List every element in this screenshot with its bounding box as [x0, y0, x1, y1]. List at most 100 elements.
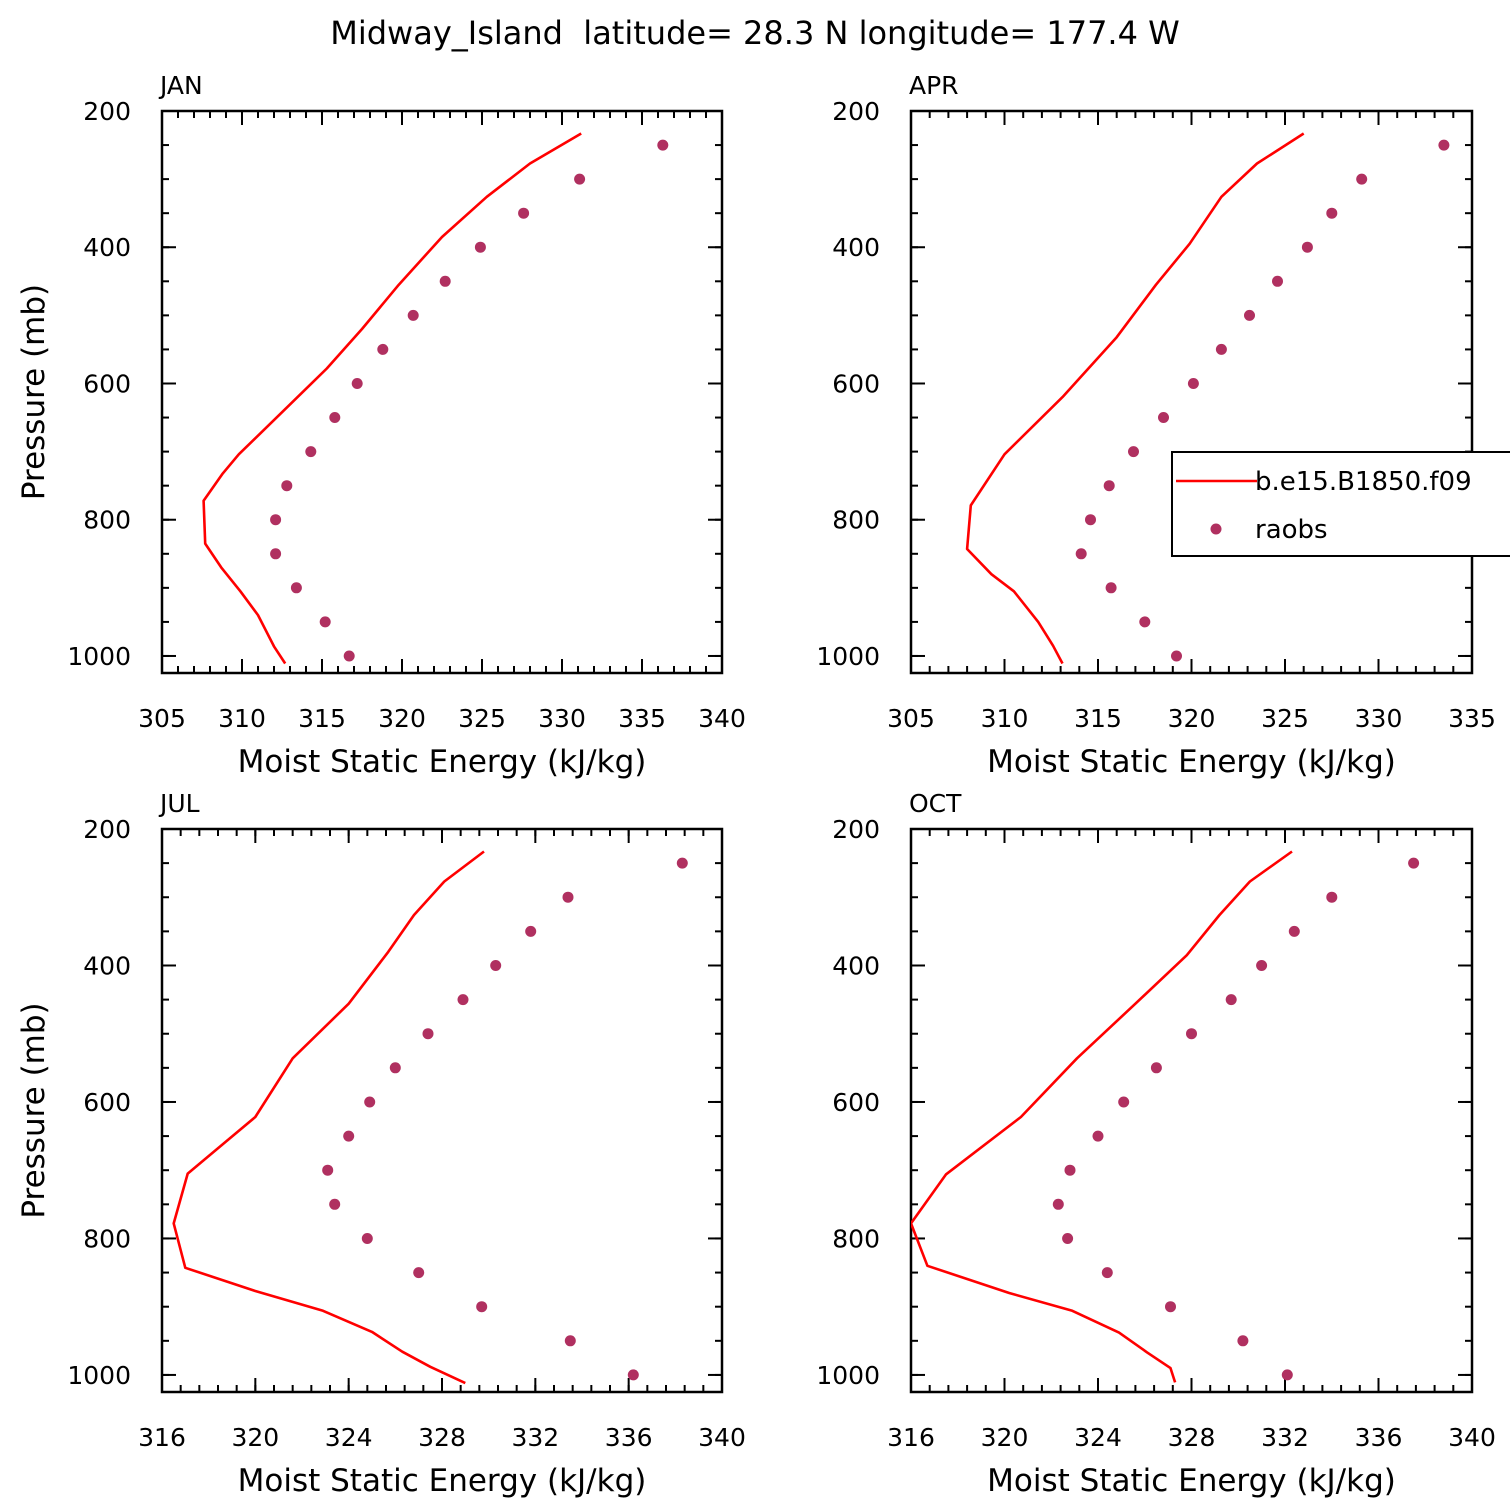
legend-marker-swatch — [1210, 523, 1222, 535]
raobs-point — [351, 378, 363, 389]
y-tick-label: 1000 — [67, 1361, 131, 1390]
x-tick-label: 332 — [511, 1423, 559, 1452]
model-series-line — [202, 132, 582, 665]
raobs-point — [1356, 173, 1368, 185]
raobs-point — [361, 1233, 373, 1244]
y-tick-label: 800 — [83, 1224, 131, 1253]
raobs-point — [439, 275, 451, 287]
x-tick-label: 330 — [538, 704, 586, 733]
y-axis-label: Pressure (mb) — [16, 284, 52, 500]
raobs-point — [1062, 1233, 1074, 1244]
chart-panel-jul: 316 320 324 328 332 336 340 200 400 600 800 1000 JUL… — [16, 789, 746, 1499]
chart-panel-apr: 305 310 315 320 325 330 335 200 400 600 800 1000 APR… — [816, 71, 1495, 780]
panel-title: JAN — [158, 71, 203, 100]
x-tick-label: 324 — [1074, 1423, 1122, 1452]
y-tick-label: 1000 — [816, 642, 880, 671]
raobs-point — [281, 480, 293, 492]
raobs-point — [574, 173, 586, 185]
raobs-point — [1225, 994, 1237, 1006]
raobs-point — [1092, 1130, 1104, 1142]
raobs-point — [1215, 343, 1227, 355]
raobs-point — [329, 1198, 341, 1210]
y-tick-label: 400 — [832, 233, 880, 262]
raobs-point — [1408, 857, 1420, 869]
x-tick-label: 320 — [378, 704, 426, 733]
x-tick-label: 320 — [1168, 704, 1216, 733]
raobs-point — [305, 446, 317, 458]
raobs-point — [1186, 1028, 1197, 1040]
raobs-point — [1128, 446, 1139, 458]
figure-title: Midway_Island latitude= 28.3 N longitude… — [330, 14, 1180, 52]
raobs-point — [1103, 480, 1115, 492]
x-axis-label: Moist Static Energy (kJ/kg) — [987, 744, 1396, 780]
x-tick-label: 305 — [887, 704, 935, 733]
raobs-point — [1281, 1369, 1293, 1381]
plot-frame — [909, 109, 1474, 675]
plot-frame — [909, 827, 1474, 1394]
raobs-point — [1272, 275, 1283, 287]
legend-label-model: b.e15.B1850.f09 — [1255, 467, 1472, 497]
x-tick-label: 336 — [1355, 1423, 1403, 1452]
y-tick-label: 200 — [83, 815, 131, 844]
raobs-point — [1101, 1267, 1113, 1279]
raobs-point — [343, 650, 355, 662]
raobs-point — [343, 1130, 355, 1142]
x-tick-label: 328 — [1168, 1423, 1216, 1452]
legend: b.e15.B1850.f09 raobs — [1171, 451, 1510, 557]
x-tick-label: 335 — [618, 704, 666, 733]
y-tick-label: 800 — [83, 506, 131, 535]
y-tick-label: 600 — [832, 369, 880, 398]
raobs-point — [1171, 650, 1182, 662]
x-tick-label: 328 — [418, 1423, 466, 1452]
raobs-point — [676, 857, 688, 869]
raobs-point — [525, 925, 537, 937]
x-tick-label: 315 — [298, 704, 346, 733]
raobs-point — [474, 241, 486, 253]
y-tick-label: 800 — [832, 506, 880, 535]
plot-data — [172, 850, 688, 1385]
x-tick-label: 310 — [981, 704, 1029, 733]
y-tick-label: 400 — [83, 233, 131, 262]
plot-frame — [160, 109, 724, 675]
raobs-point — [1158, 412, 1169, 423]
raobs-point — [1288, 925, 1300, 937]
x-tick-label: 335 — [1448, 704, 1496, 733]
raobs-point — [1301, 241, 1313, 253]
y-tick-label: 400 — [83, 951, 131, 980]
y-tick-label: 800 — [832, 1224, 880, 1253]
x-tick-label: 325 — [458, 704, 506, 733]
x-tick-label: 340 — [698, 1423, 746, 1452]
raobs-point — [1165, 1301, 1176, 1313]
y-tick-label: 600 — [83, 369, 131, 398]
x-axis-label: Moist Static Energy (kJ/kg) — [238, 744, 647, 780]
x-tick-label: 315 — [1074, 704, 1122, 733]
x-tick-label: 340 — [1448, 1423, 1496, 1452]
model-series-line — [965, 132, 1305, 665]
raobs-point — [1326, 207, 1338, 219]
raobs-point — [322, 1164, 334, 1176]
raobs-point — [1075, 548, 1087, 560]
raobs-point — [490, 960, 502, 971]
raobs-point — [319, 616, 331, 628]
x-tick-label: 320 — [231, 1423, 279, 1452]
panel-title: OCT — [909, 789, 962, 818]
raobs-point — [1105, 582, 1117, 594]
raobs-point — [1139, 616, 1151, 628]
x-tick-label: 330 — [1355, 704, 1403, 733]
legend-box — [1171, 451, 1510, 557]
x-tick-label: 316 — [887, 1423, 935, 1452]
plot-frame — [160, 827, 724, 1394]
y-tick-label: 1000 — [816, 1361, 880, 1390]
y-axis-label: Pressure (mb) — [16, 1002, 52, 1218]
raobs-point — [270, 514, 282, 526]
raobs-point — [518, 207, 530, 219]
panel-title: JUL — [158, 789, 200, 818]
x-tick-label: 310 — [218, 704, 266, 733]
y-tick-label: 600 — [832, 1088, 880, 1117]
y-tick-label: 200 — [83, 97, 131, 126]
legend-label-raobs: raobs — [1255, 515, 1328, 545]
x-tick-label: 340 — [698, 704, 746, 733]
x-axis-label: Moist Static Energy (kJ/kg) — [238, 1463, 647, 1499]
raobs-point — [627, 1369, 639, 1381]
raobs-point — [422, 1028, 434, 1040]
